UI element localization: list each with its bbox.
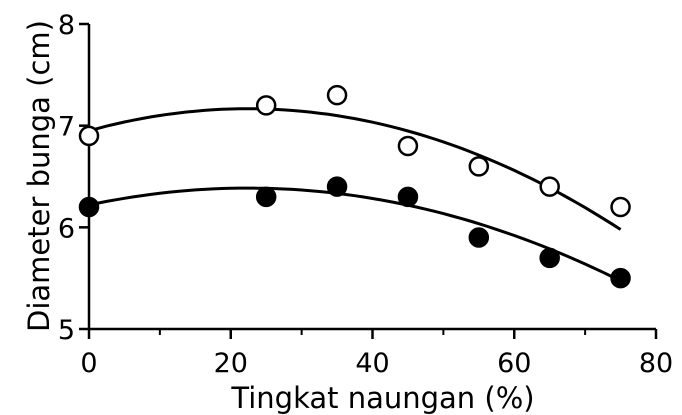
- filled-point: [78, 196, 100, 218]
- filled-point: [539, 247, 560, 269]
- filled-point: [610, 267, 631, 289]
- x-axis-title: Tingkat naungan (%): [230, 381, 534, 415]
- filled-point: [468, 227, 490, 248]
- open-point: [539, 176, 560, 197]
- y-tick-label: 6: [58, 213, 75, 244]
- y-tick-label: 7: [58, 112, 75, 143]
- filled-point: [326, 176, 348, 197]
- open-point: [468, 156, 490, 177]
- open-point: [255, 95, 277, 116]
- y-tick-label: 5: [58, 315, 75, 346]
- open-point: [610, 196, 631, 218]
- x-tick-label: 60: [497, 348, 531, 379]
- filled-point: [255, 186, 277, 208]
- filled-point: [397, 186, 419, 208]
- x-tick-label: 40: [355, 348, 389, 379]
- x-tick-label: 80: [639, 348, 673, 379]
- y-tick-label: 8: [58, 10, 75, 41]
- y-axis-title: Diameter bunga (cm): [22, 20, 56, 332]
- fit-curve-2: [88, 186, 622, 283]
- open-point: [78, 125, 100, 147]
- x-tick-label: 20: [214, 348, 248, 379]
- open-point: [326, 84, 348, 106]
- data-points: [78, 84, 631, 289]
- fit-curve-1: [88, 107, 622, 231]
- fit-curves: [88, 107, 622, 283]
- x-tick-label: 0: [80, 348, 97, 379]
- open-point: [397, 135, 419, 157]
